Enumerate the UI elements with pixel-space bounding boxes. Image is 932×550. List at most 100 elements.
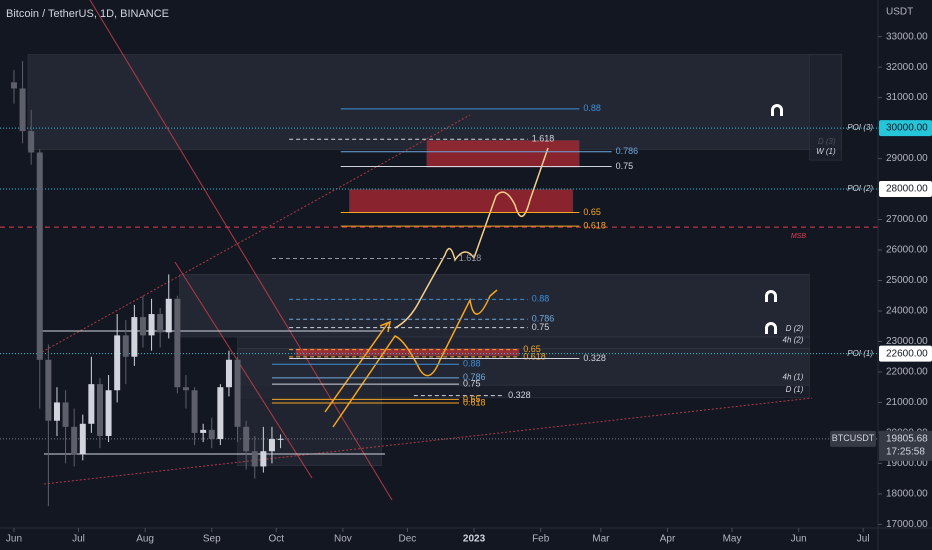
x-tick-label: Oct xyxy=(268,534,284,545)
trend-line xyxy=(89,0,393,501)
candle-body xyxy=(182,387,189,391)
fib-label: 0.65 xyxy=(523,344,541,354)
candle-body xyxy=(260,451,267,467)
y-tick-label: 31000.00 xyxy=(886,92,928,103)
price-box xyxy=(879,120,932,137)
fib-label: 1.618 xyxy=(532,134,555,144)
x-tick-label: Jul xyxy=(72,534,85,545)
candle-body xyxy=(191,390,198,433)
zone xyxy=(27,54,842,150)
candle-body xyxy=(105,390,112,436)
fib-label: 0.618 xyxy=(583,220,606,230)
candle-body xyxy=(122,335,129,357)
y-tick-label: 33000.00 xyxy=(886,31,928,42)
x-tick-label: Nov xyxy=(334,534,352,545)
line-name: MSB xyxy=(791,233,807,240)
trend-line xyxy=(41,114,471,353)
x-tick-label: Aug xyxy=(136,534,154,545)
x-tick-label: Apr xyxy=(660,534,676,545)
magnet-icon xyxy=(765,322,777,334)
line-name: POI (2) xyxy=(847,184,873,193)
price-timer: 17:25:58 xyxy=(886,446,925,457)
candle-body xyxy=(28,131,35,153)
candle-body xyxy=(234,359,241,427)
fib-label: 0.65 xyxy=(463,394,481,404)
candle-body xyxy=(225,359,232,388)
zone-label: 4h (1) xyxy=(783,372,804,381)
trend-line xyxy=(43,397,813,485)
candle-body xyxy=(53,402,60,421)
y-tick-label: 25000.00 xyxy=(886,275,928,286)
candle-body xyxy=(96,384,103,436)
fib-label: 0.88 xyxy=(463,359,481,369)
time-axis xyxy=(0,528,932,550)
price-box-label: 28000.00 xyxy=(886,184,928,195)
candle-body xyxy=(71,426,78,455)
fib-label: 0.786 xyxy=(463,372,486,382)
x-tick-label: Dec xyxy=(398,534,416,545)
y-tick-label: 29000.00 xyxy=(886,153,928,164)
y-tick-label: 21000.00 xyxy=(886,397,928,408)
y-tick-label: 23000.00 xyxy=(886,336,928,347)
candle-body xyxy=(217,387,224,440)
y-tick-label: 26000.00 xyxy=(886,245,928,256)
zone xyxy=(809,54,842,161)
y-tick-label: 24000.00 xyxy=(886,306,928,317)
fib-label: 0.618 xyxy=(463,397,486,407)
y-tick-label: 27000.00 xyxy=(886,214,928,225)
candle-body xyxy=(165,298,172,333)
candle-body xyxy=(148,314,155,336)
fib-label: 1.618 xyxy=(459,253,482,263)
y-tick-label: 17000.00 xyxy=(886,519,928,530)
candles xyxy=(10,61,284,507)
price-box xyxy=(879,430,932,461)
line-name: POI (3) xyxy=(847,123,873,132)
line-name: POI (1) xyxy=(847,349,873,358)
zones: D (3)W (1)D (2)4h (2)4h (1)D (1) xyxy=(27,54,842,467)
zone xyxy=(237,348,382,467)
price-box-label: 30000.00 xyxy=(886,123,928,134)
projection-arrow xyxy=(394,147,549,329)
x-tick-label: May xyxy=(723,534,742,545)
candle-body xyxy=(10,82,17,89)
candle-body xyxy=(208,429,215,440)
candle-body xyxy=(36,152,43,360)
y-tick-label: 32000.00 xyxy=(886,62,928,73)
fib-label: 0.75 xyxy=(532,322,550,332)
candle-body xyxy=(114,335,121,391)
symbol-box xyxy=(830,430,876,447)
magnet-icon xyxy=(765,290,777,302)
zone-label: W (1) xyxy=(816,147,836,156)
x-tick-label: Jul xyxy=(857,534,870,545)
fib-label: 0.618 xyxy=(523,351,546,361)
candle-body xyxy=(157,314,164,333)
fib-label: 0.65 xyxy=(583,207,601,217)
fib-label: 0.75 xyxy=(616,161,634,171)
x-tick-label: Jun xyxy=(6,534,22,545)
fib-label: 0.328 xyxy=(583,353,606,363)
x-tick-label: 2023 xyxy=(463,534,486,545)
price-box xyxy=(879,181,932,198)
zone-label: D (2) xyxy=(786,324,804,333)
symbol-label: BTCUSDT xyxy=(832,433,875,443)
zone xyxy=(426,140,580,168)
zone xyxy=(349,189,574,213)
candle-body xyxy=(45,359,52,421)
projection-arrow xyxy=(324,320,392,413)
candle-body xyxy=(243,426,250,452)
candle-body xyxy=(19,88,26,132)
candle-body xyxy=(79,423,86,455)
fib-label: 0.786 xyxy=(532,314,555,324)
candle-body xyxy=(174,298,181,388)
candle-body xyxy=(251,451,258,467)
axis-label: USDT xyxy=(886,7,913,18)
candle-body xyxy=(277,438,284,440)
projection-arrow xyxy=(332,289,498,428)
axes: 17000.0018000.0019000.0020000.0021000.00… xyxy=(6,31,932,545)
candle-body xyxy=(268,439,275,452)
candle-body xyxy=(88,384,95,424)
zone-label: 4h (2) xyxy=(783,336,804,345)
zone xyxy=(179,273,810,338)
candle-body xyxy=(131,317,138,357)
